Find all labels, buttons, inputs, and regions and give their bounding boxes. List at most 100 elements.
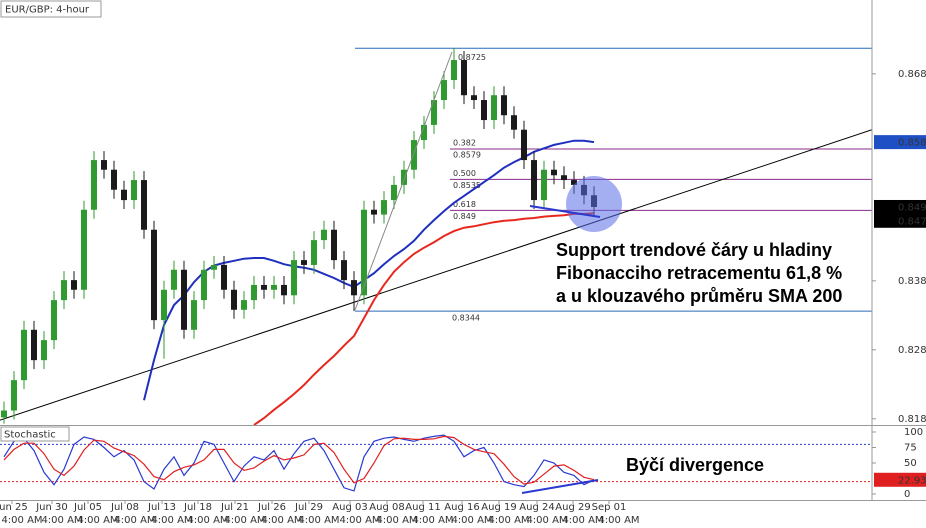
candle-body [451,60,457,81]
x-tick-label: Jul 08 [110,502,139,513]
candle-body [41,340,47,361]
candle-body [301,260,307,265]
x-tick-time: 4:00 AM [187,515,228,526]
x-tick-time: 4:00 AM [376,515,417,526]
x-tick-time: 4:00 AM [41,515,82,526]
candle-body [141,180,147,230]
x-tick-label: Jul 26 [257,502,286,513]
stochastic-title-box [0,426,70,442]
x-tick-label: Aug 03 [332,502,367,513]
candle-body [121,189,127,201]
annotation: Fibonacciho retracementu 61,8 % [556,263,842,283]
candle-body [481,100,487,121]
candle-body [151,229,157,321]
x-tick-label: Aug 08 [369,502,404,513]
y-tick-label: 0.8688 [898,69,926,80]
x-tick-label: Jun 30 [35,502,68,513]
price-marker-label: 0.8495 [898,202,926,213]
stochastic-tick-label: 0 [904,489,910,500]
candle-body [161,289,167,321]
candle-body [391,184,397,201]
candle-body [501,95,507,116]
candle-body [51,300,57,341]
x-tick-time: 4:00 AM [151,515,192,526]
x-tick-time: 4:00 AM [412,515,453,526]
x-tick-label: Jul 18 [183,502,212,513]
x-tick-label: Aug 19 [481,502,516,513]
candle-body [261,284,267,290]
candle-body [421,124,427,141]
price-pane: 0.8725 0.8344 0.382 0.8579 0.500 0.8535 0.618 0… [0,47,872,425]
stochastic-marker [874,472,926,487]
candle-body [551,169,557,176]
stochastic-line [3,434,595,492]
candle-body [101,160,107,170]
candle-body [541,169,547,201]
candle-body [271,284,277,290]
x-tick-time: 4:00 AM [77,515,118,526]
x-tick-time: 4:00 AM [451,515,492,526]
candle-body [571,180,577,185]
candle-body [371,209,377,215]
x-tick-label: Aug 16 [444,502,479,513]
x-tick-time: 4:00 AM [339,515,380,526]
candle-body [61,280,67,301]
candle-body [1,410,7,418]
moving-average [143,139,595,401]
stochastic-tick-label: 100 [904,427,923,438]
candle-body [291,260,297,296]
highlight-circle [566,176,622,232]
x-tick-time: 4:00 AM [562,515,603,526]
candle-body [431,100,437,125]
candle-body [71,280,77,290]
fib-price: 0.8579 [453,151,481,160]
candle-body [281,284,287,296]
candle-body [131,180,137,201]
candle-body [111,169,117,190]
candle-body [311,240,317,265]
x-tick-label: Jul 29 [294,502,323,513]
candle-body [461,60,467,96]
candle-body [221,264,227,290]
trendline [0,129,872,421]
fib-ratio: 0.618 [453,200,476,209]
candle-body [201,269,207,301]
candle-body [411,140,417,170]
price-marker-label: 0.8589 [898,138,926,149]
annotation: Býčí divergence [626,455,764,475]
candle-body [81,209,87,290]
candle-body [361,209,367,296]
chart-title: EUR/GBP: 4-hour [5,5,90,16]
candle-body [231,289,237,310]
candle-body [321,229,327,241]
candle-body [241,300,247,310]
x-tick-time: 4:00 AM [298,515,339,526]
candle-body [471,95,477,101]
x-tick-label: Jul 05 [73,502,102,513]
stochastic-tick-label: 75 [904,443,917,454]
stochastic-tick-label: 50 [904,458,917,469]
fib-ratio: 0.382 [453,139,476,148]
candle-body [381,200,387,215]
x-tick-label: Aug 24 [519,502,554,513]
fib-anchor-line [354,51,453,311]
annotation: a u klouzavého průměru SMA 200 [556,286,842,306]
title-box [0,0,102,18]
candle-body [511,115,517,130]
y-tick-label: 0.8188 [898,414,926,425]
price-marker-label: 0.8475 [898,216,926,227]
candle-body [251,284,257,301]
candle-body [31,329,37,361]
price-marker [874,199,926,214]
x-tick-time: 4:00 AM [224,515,265,526]
candle-body [171,269,177,290]
x-tick-label: Jun 25 [0,502,28,513]
x-tick-time: 4:00 AM [1,515,42,526]
x-tick-time: 4:00 AM [526,515,567,526]
price-marker [874,135,926,150]
price-marker [874,213,926,228]
x-tick-time: 4:00 AM [114,515,155,526]
